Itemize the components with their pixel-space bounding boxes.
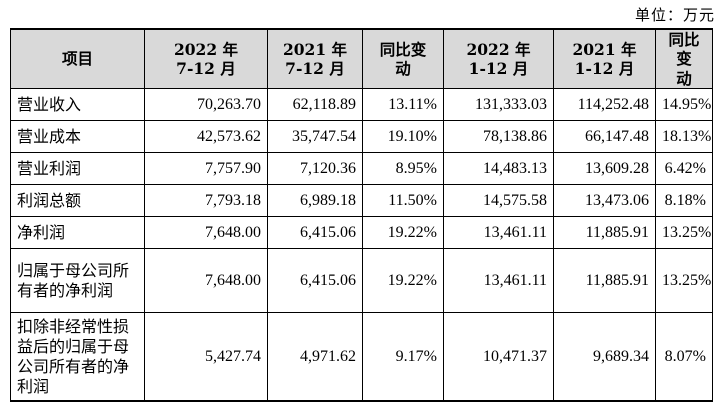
column-header: 项目: [10, 28, 145, 90]
row-label: 营业成本: [10, 120, 145, 154]
table-cell: 114,252.48: [553, 88, 656, 122]
table-cell: 13,461.11: [443, 248, 554, 314]
row-label: 扣除非经常性损益后的归属于母公司所有者的净利润: [10, 312, 145, 402]
table-cell: 14.95%: [655, 88, 713, 122]
table-cell: 70,263.70: [144, 88, 268, 122]
row-label: 归属于母公司所有者的净利润: [10, 248, 145, 314]
table-row: 利润总额 7,793.18 6,989.18 11.50% 14,575.58 …: [10, 184, 713, 218]
table-cell: 19.22%: [362, 248, 444, 314]
table-cell: 62,118.89: [267, 88, 363, 122]
table-cell: 9.17%: [362, 312, 444, 402]
table-cell: 7,648.00: [144, 248, 268, 314]
column-header: 2022 年 1-12 月: [443, 28, 554, 90]
table-cell: 9,689.34: [553, 312, 656, 402]
table-cell: 7,757.90: [144, 152, 268, 186]
table-cell: 8.18%: [655, 184, 713, 218]
table-cell: 7,120.36: [267, 152, 363, 186]
table-cell: 42,573.62: [144, 120, 268, 154]
table-cell: 7,793.18: [144, 184, 268, 218]
table-cell: 6,415.06: [267, 216, 363, 250]
table-row: 营业成本 42,573.62 35,747.54 19.10% 78,138.8…: [10, 120, 713, 154]
row-label: 营业收入: [10, 88, 145, 122]
table-cell: 8.07%: [655, 312, 713, 402]
table-cell: 11,885.91: [553, 216, 656, 250]
header-row: 项目 2022 年 7-12 月 2021 年 7-12 月 同比变动 2022 年…: [10, 28, 713, 90]
row-label: 营业利润: [10, 152, 145, 186]
table-cell: 131,333.03: [443, 88, 554, 122]
table-cell: 14,483.13: [443, 152, 554, 186]
table-cell: 10,471.37: [443, 312, 554, 402]
table-cell: 4,971.62: [267, 312, 363, 402]
table-cell: 14,575.58: [443, 184, 554, 218]
table-cell: 35,747.54: [267, 120, 363, 154]
table-cell: 11,885.91: [553, 248, 656, 314]
table-cell: 19.10%: [362, 120, 444, 154]
table-cell: 7,648.00: [144, 216, 268, 250]
table-row: 归属于母公司所有者的净利润 7,648.00 6,415.06 19.22% 1…: [10, 248, 713, 314]
column-header: 2021 年 1-12 月: [553, 28, 656, 90]
table-cell: 6.42%: [655, 152, 713, 186]
table-cell: 5,427.74: [144, 312, 268, 402]
table-row: 净利润 7,648.00 6,415.06 19.22% 13,461.11 1…: [10, 216, 713, 250]
table-cell: 13.25%: [655, 248, 713, 314]
table-cell: 78,138.86: [443, 120, 554, 154]
unit-label: 单位：万元: [634, 6, 715, 24]
table-row: 营业利润 7,757.90 7,120.36 8.95% 14,483.13 1…: [10, 152, 713, 186]
table-cell: 13,473.06: [553, 184, 656, 218]
column-header: 2022 年 7-12 月: [144, 28, 268, 90]
table-row: 营业收入 70,263.70 62,118.89 13.11% 131,333.…: [10, 88, 713, 122]
table-cell: 6,989.18: [267, 184, 363, 218]
row-label: 净利润: [10, 216, 145, 250]
column-header: 同比变动: [655, 28, 713, 90]
table-row: 扣除非经常性损益后的归属于母公司所有者的净利润 5,427.74 4,971.6…: [10, 312, 713, 402]
table-cell: 13,461.11: [443, 216, 554, 250]
table-cell: 13,609.28: [553, 152, 656, 186]
financial-table: 项目 2022 年 7-12 月 2021 年 7-12 月 同比变动 2022 年…: [10, 28, 713, 403]
table-cell: 6,415.06: [267, 248, 363, 314]
table-cell: 11.50%: [362, 184, 444, 218]
table-cell: 13.25%: [655, 216, 713, 250]
table-cell: 66,147.48: [553, 120, 656, 154]
column-header: 同比变动: [362, 28, 444, 90]
table-cell: 19.22%: [362, 216, 444, 250]
column-header: 2021 年 7-12 月: [267, 28, 363, 90]
row-label: 利润总额: [10, 184, 145, 218]
table-cell: 8.95%: [362, 152, 444, 186]
table-cell: 13.11%: [362, 88, 444, 122]
table-cell: 18.13%: [655, 120, 713, 154]
